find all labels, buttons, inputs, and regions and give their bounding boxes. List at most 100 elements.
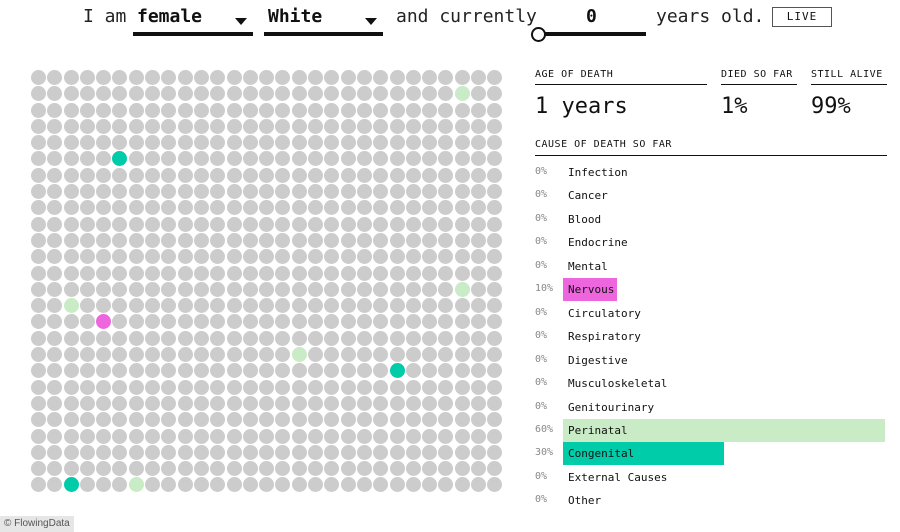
person-dot	[275, 412, 291, 428]
person-dot	[259, 347, 275, 363]
cause-percent: 0%	[535, 377, 548, 389]
person-dot	[308, 167, 324, 183]
person-dot	[63, 330, 79, 346]
person-dot	[324, 70, 340, 85]
person-dot	[210, 330, 226, 346]
person-dot	[405, 477, 421, 493]
person-dot	[373, 281, 389, 297]
person-dot	[96, 395, 112, 411]
person-dot	[31, 151, 46, 167]
person-dot	[242, 379, 258, 395]
person-dot	[275, 428, 291, 444]
person-dot	[112, 330, 128, 346]
person-dot	[275, 477, 291, 493]
person-dot	[405, 151, 421, 167]
person-dot	[471, 102, 487, 118]
person-dot	[324, 102, 340, 118]
cause-label: Musculoskeletal	[568, 377, 668, 391]
person-dot	[128, 265, 144, 281]
person-dot	[96, 330, 112, 346]
person-dot	[112, 412, 128, 428]
person-dot	[31, 167, 46, 183]
person-dot	[31, 200, 46, 216]
person-dot	[145, 298, 161, 314]
live-button[interactable]: LIVE	[772, 7, 832, 27]
person-dot	[79, 265, 95, 281]
person-dot	[226, 347, 242, 363]
person-dot	[340, 444, 356, 460]
person-dot	[226, 102, 242, 118]
person-dot	[454, 428, 470, 444]
still-alive-label: STILL ALIVE	[811, 68, 887, 85]
person-dot	[471, 347, 487, 363]
person-dot	[454, 265, 470, 281]
person-dot	[389, 281, 405, 297]
person-dot	[422, 135, 438, 151]
person-dot	[454, 249, 470, 265]
causes-heading: CAUSE OF DEATH SO FAR	[535, 138, 887, 156]
person-dot	[454, 135, 470, 151]
person-dot	[112, 118, 128, 134]
person-dot	[308, 151, 324, 167]
person-dot	[63, 347, 79, 363]
person-dot	[177, 167, 193, 183]
person-dot	[389, 444, 405, 460]
person-dot	[438, 395, 454, 411]
person-dot	[389, 249, 405, 265]
person-dot	[422, 461, 438, 477]
person-dot	[471, 216, 487, 232]
person-dot	[242, 70, 258, 85]
sex-select[interactable]: female	[133, 4, 253, 36]
person-dot	[356, 135, 372, 151]
person-dot	[356, 412, 372, 428]
person-dot	[161, 477, 177, 493]
person-dot	[242, 281, 258, 297]
person-dot	[422, 184, 438, 200]
person-dot	[487, 135, 503, 151]
person-dot	[324, 347, 340, 363]
person-dot	[96, 265, 112, 281]
person-dot	[161, 363, 177, 379]
person-dot	[487, 200, 503, 216]
cause-row: 0% Digestive	[535, 349, 887, 372]
person-dot	[324, 379, 340, 395]
cause-label: Digestive	[568, 353, 628, 367]
person-dot	[128, 395, 144, 411]
person-dot	[128, 167, 144, 183]
person-dot	[340, 86, 356, 102]
person-dot	[259, 200, 275, 216]
person-dot	[471, 363, 487, 379]
person-dot	[210, 461, 226, 477]
cause-row: 0% Genitourinary	[535, 396, 887, 419]
person-dot-died	[291, 347, 307, 363]
person-dot	[373, 167, 389, 183]
person-dot	[226, 428, 242, 444]
person-dot	[96, 363, 112, 379]
person-dot	[308, 395, 324, 411]
age-slider-track[interactable]	[540, 32, 646, 36]
person-dot	[471, 395, 487, 411]
person-dot	[210, 151, 226, 167]
person-dot	[324, 412, 340, 428]
cause-row: 0% Other	[535, 489, 887, 512]
person-dot	[405, 265, 421, 281]
person-dot	[79, 102, 95, 118]
person-dot	[226, 395, 242, 411]
person-dot	[79, 200, 95, 216]
person-dot	[487, 70, 503, 85]
person-dot	[422, 70, 438, 85]
person-dot	[308, 249, 324, 265]
person-dot	[259, 102, 275, 118]
person-dot-died	[454, 86, 470, 102]
person-dot	[96, 167, 112, 183]
person-dot	[79, 232, 95, 248]
person-dot	[356, 249, 372, 265]
age-slider-handle[interactable]	[531, 27, 546, 42]
person-dot	[356, 363, 372, 379]
person-dot	[226, 184, 242, 200]
race-select[interactable]: White	[264, 4, 383, 36]
person-dot	[291, 428, 307, 444]
person-dot	[471, 412, 487, 428]
person-dot	[471, 428, 487, 444]
person-dot	[340, 200, 356, 216]
